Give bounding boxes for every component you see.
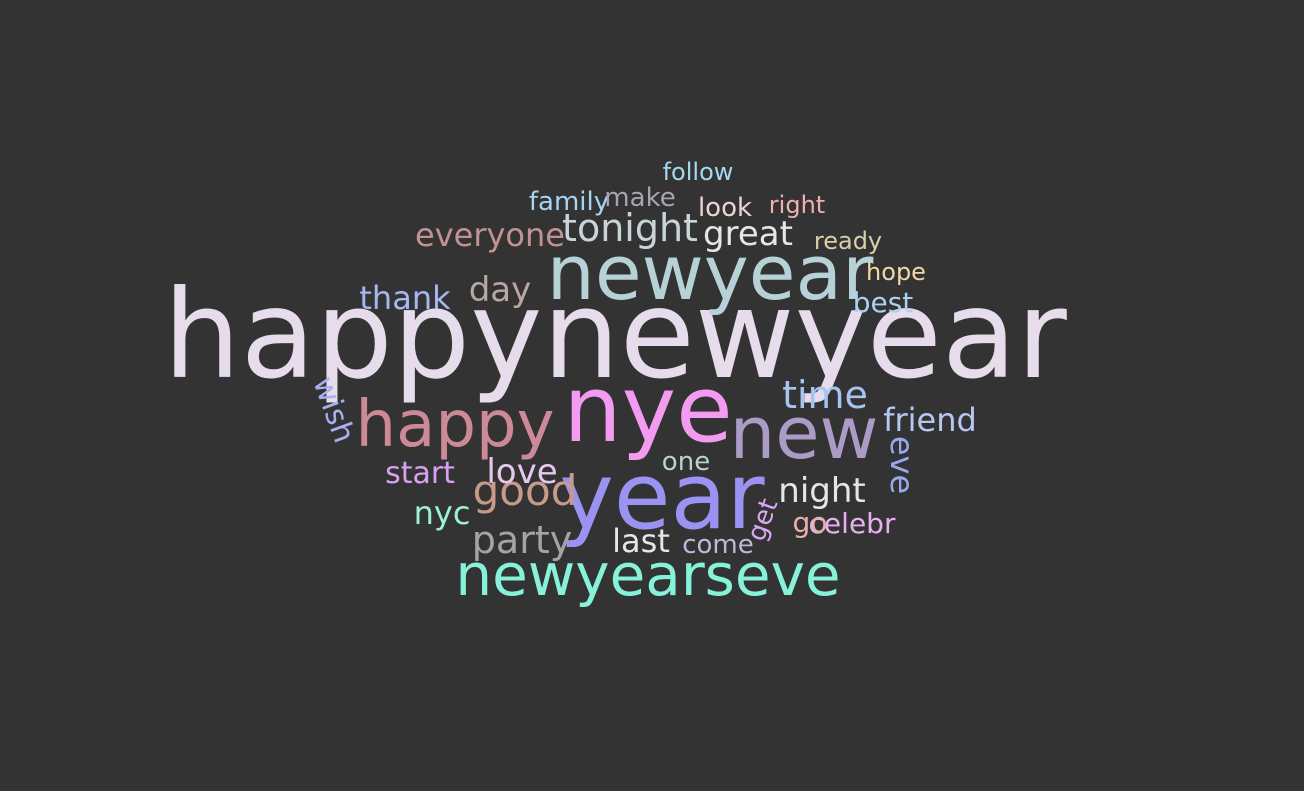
word: time [782, 373, 868, 417]
word: happy [355, 388, 555, 462]
word: everyone [415, 216, 565, 254]
word: love [486, 452, 558, 492]
word: start [385, 456, 455, 491]
word: party [471, 518, 573, 562]
word: make [604, 183, 676, 213]
word: great [703, 214, 793, 254]
word: year [559, 443, 765, 550]
word: eve [883, 435, 921, 495]
word: nyc [413, 494, 471, 532]
word: come [682, 530, 754, 560]
word: friend [883, 401, 977, 439]
word: happynewyear [163, 264, 1067, 406]
word: good [472, 466, 578, 515]
word: ready [813, 227, 883, 255]
word: follow [662, 158, 734, 186]
word: new [729, 391, 879, 475]
word: celebr [808, 507, 896, 540]
word: look [697, 193, 753, 223]
word: family [528, 187, 610, 217]
word: go [792, 506, 828, 539]
word: right [768, 191, 826, 219]
word: tonight [562, 206, 698, 250]
word: newyearseve [455, 541, 841, 609]
word: last [612, 522, 670, 560]
word: one [661, 447, 711, 477]
word: newyear [546, 228, 874, 317]
word: thank [359, 279, 451, 317]
word: best [852, 286, 914, 319]
word: nye [563, 356, 733, 463]
word: hope [866, 258, 926, 286]
word: day [468, 270, 532, 310]
word: night [778, 471, 866, 511]
